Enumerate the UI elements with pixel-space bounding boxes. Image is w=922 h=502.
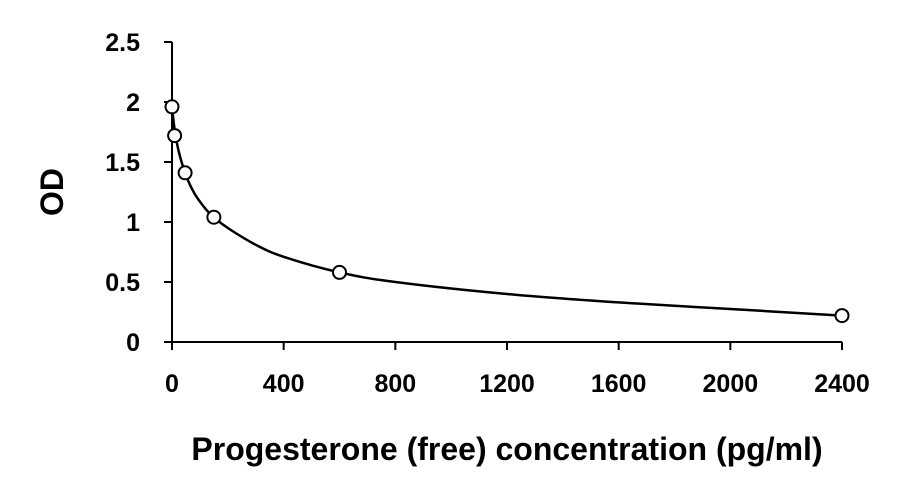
x-tick-label: 2400 (814, 370, 870, 398)
y-tick-label: 2.5 (105, 29, 140, 57)
x-tick-label: 0 (165, 370, 179, 398)
x-tick-label: 400 (263, 370, 305, 398)
y-tick-label: 0 (126, 329, 140, 357)
y-tick-label: 2 (126, 89, 140, 117)
x-tick-label: 2000 (703, 370, 759, 398)
y-tick-label: 1.5 (105, 149, 140, 177)
data-points (164, 99, 850, 324)
data-point (206, 209, 222, 225)
x-tick-label: 1200 (479, 370, 535, 398)
data-point (167, 128, 183, 144)
x-tick-label: 800 (374, 370, 416, 398)
x-ticks: 0 400 800 1200 1600 2000 2400 (165, 342, 870, 398)
trendline-group (170, 106, 843, 317)
data-point (332, 264, 347, 280)
trendline (170, 106, 843, 317)
x-axis-title: Progesterone (free) concentration (pg/ml… (191, 431, 822, 467)
axes (171, 42, 842, 343)
data-point (834, 308, 850, 324)
data-point (164, 99, 180, 115)
y-ticks: 0 0.5 1 1.5 2 2.5 (105, 29, 172, 357)
y-axis-title: OD (34, 168, 70, 216)
y-tick-label: 0.5 (105, 269, 140, 297)
data-point (177, 165, 193, 181)
y-tick-label: 1 (126, 209, 140, 237)
x-tick-label: 1600 (591, 370, 647, 398)
